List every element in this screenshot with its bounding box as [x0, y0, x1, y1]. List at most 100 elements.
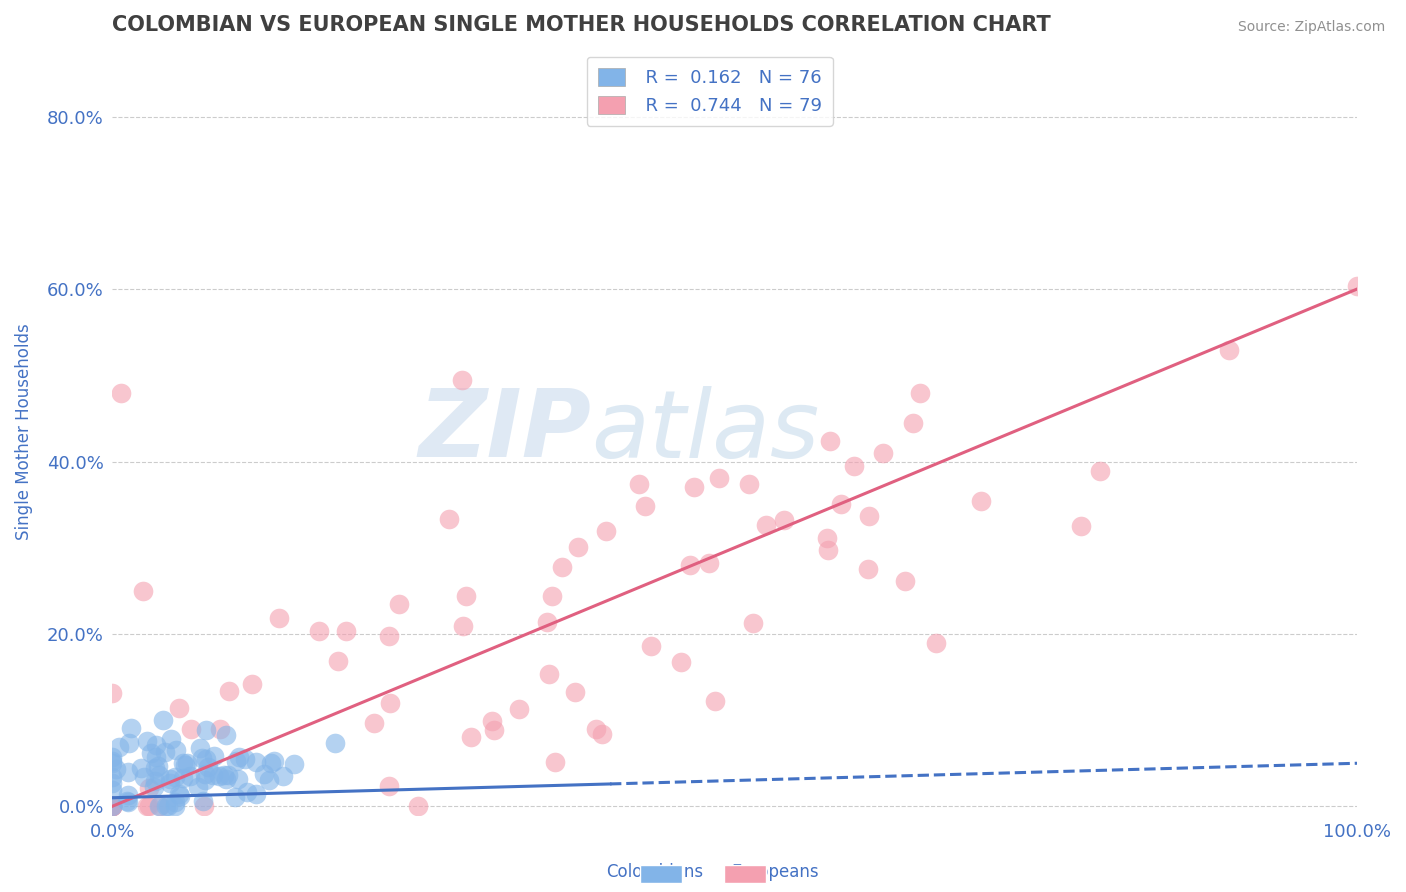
Point	[253, 767, 276, 781]
Point	[159, 776, 181, 790]
Point	[378, 779, 401, 793]
Point	[245, 787, 267, 801]
Point	[969, 494, 991, 508]
Point	[536, 615, 558, 629]
Point	[129, 761, 152, 775]
Point	[152, 713, 174, 727]
Point	[212, 768, 235, 782]
Point	[138, 780, 160, 795]
Text: Europeans: Europeans	[731, 863, 818, 881]
Point	[201, 768, 224, 782]
Text: Colombians: Colombians	[606, 863, 703, 881]
Point	[165, 799, 187, 814]
Point	[159, 772, 181, 786]
Point	[208, 768, 231, 782]
Point	[215, 728, 238, 742]
Point	[894, 574, 917, 589]
Point	[679, 558, 702, 572]
Point	[120, 722, 142, 736]
Point	[820, 434, 842, 449]
Point	[145, 774, 167, 789]
Point	[450, 373, 472, 387]
Point	[187, 780, 209, 795]
Point	[842, 459, 865, 474]
Text: ZIP: ZIP	[419, 385, 592, 477]
Point	[228, 750, 250, 764]
Point	[704, 694, 727, 708]
Point	[925, 636, 948, 650]
Point	[240, 677, 263, 691]
Point	[541, 589, 564, 603]
Point	[143, 761, 166, 775]
Point	[564, 685, 586, 699]
Point	[101, 799, 124, 814]
Point	[326, 654, 349, 668]
Point	[858, 508, 880, 523]
Point	[101, 799, 124, 814]
Point	[118, 736, 141, 750]
Point	[101, 750, 124, 764]
Text: COLOMBIAN VS EUROPEAN SINGLE MOTHER HOUSEHOLDS CORRELATION CHART: COLOMBIAN VS EUROPEAN SINGLE MOTHER HOUS…	[112, 15, 1050, 35]
Point	[217, 767, 239, 781]
Point	[117, 788, 139, 802]
Point	[101, 799, 124, 814]
Point	[308, 624, 330, 639]
Point	[101, 686, 124, 700]
Point	[163, 770, 186, 784]
Point	[115, 794, 138, 808]
Point	[165, 743, 187, 757]
Point	[148, 767, 170, 781]
Point	[215, 772, 238, 786]
Point	[634, 499, 657, 513]
Point	[155, 799, 177, 814]
Point	[683, 480, 706, 494]
Point	[188, 740, 211, 755]
Point	[132, 770, 155, 784]
Point	[233, 752, 256, 766]
Point	[697, 556, 720, 570]
Point	[139, 746, 162, 760]
Point	[132, 583, 155, 598]
Point	[707, 470, 730, 484]
Point	[194, 772, 217, 787]
Point	[191, 751, 214, 765]
Point	[283, 756, 305, 771]
Point	[482, 723, 505, 738]
Point	[110, 385, 132, 400]
Point	[117, 795, 139, 809]
Point	[755, 518, 778, 533]
Point	[323, 735, 346, 749]
Point	[669, 655, 692, 669]
Point	[380, 696, 402, 710]
Point	[101, 799, 124, 814]
Text: Source: ZipAtlas.com: Source: ZipAtlas.com	[1237, 20, 1385, 34]
Point	[101, 799, 124, 814]
Point	[1070, 519, 1092, 533]
Text: atlas: atlas	[592, 386, 820, 477]
Point	[406, 799, 429, 814]
Point	[145, 739, 167, 753]
Point	[640, 639, 662, 653]
Point	[537, 667, 560, 681]
Point	[236, 785, 259, 799]
Point	[226, 772, 249, 787]
Point	[149, 799, 172, 814]
Point	[136, 799, 159, 814]
Point	[1346, 279, 1368, 293]
Point	[163, 795, 186, 809]
Point	[176, 756, 198, 771]
Point	[194, 751, 217, 765]
Point	[146, 758, 169, 772]
Point	[627, 476, 650, 491]
Legend:   R =  0.162   N = 76,   R =  0.744   N = 79: R = 0.162 N = 76, R = 0.744 N = 79	[586, 57, 832, 126]
Point	[257, 773, 280, 788]
Point	[550, 559, 572, 574]
Point	[167, 701, 190, 715]
Point	[101, 782, 124, 797]
Point	[193, 794, 215, 808]
Point	[263, 754, 285, 768]
Point	[218, 684, 240, 698]
Point	[856, 562, 879, 576]
Point	[156, 799, 179, 814]
Point	[453, 619, 475, 633]
